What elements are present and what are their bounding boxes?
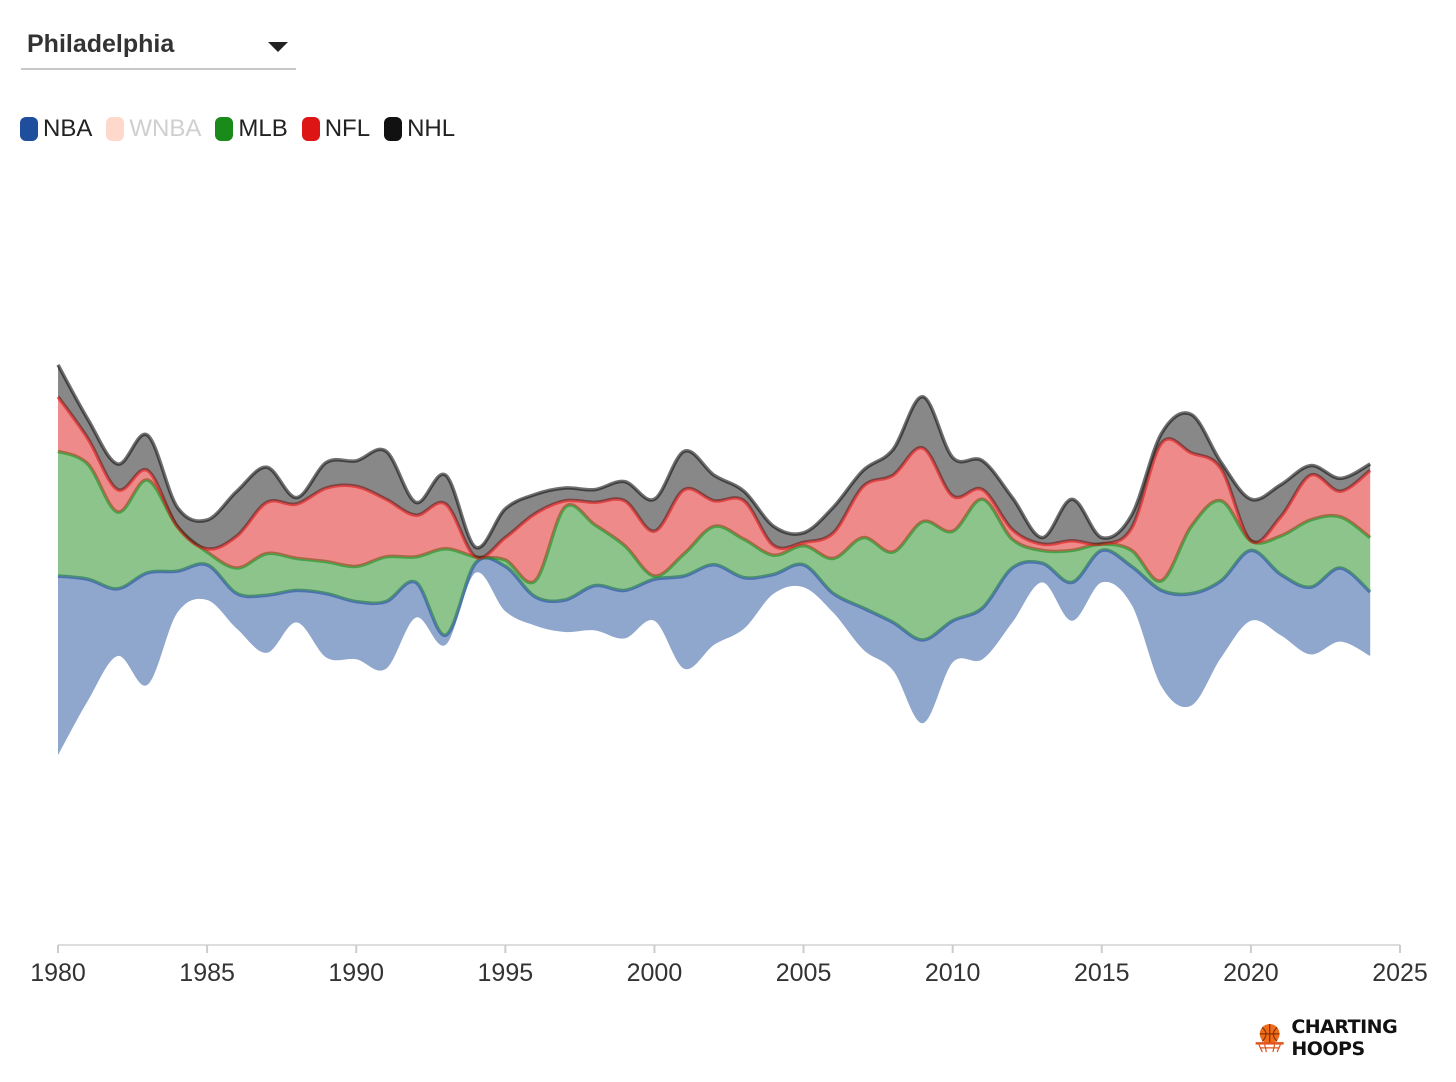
legend-item-mlb[interactable]: MLB — [215, 115, 288, 143]
chevron-down-icon[interactable] — [268, 42, 288, 52]
legend-item-nfl[interactable]: NFL — [301, 115, 371, 143]
brand-text: CHARTING HOOPS — [1291, 1016, 1398, 1060]
legend-item-wnba[interactable]: WNBA — [106, 115, 201, 143]
x-tick-label: 2005 — [776, 959, 832, 987]
legend-item-nba[interactable]: NBA — [20, 115, 92, 143]
legend-label-nba: NBA — [43, 115, 93, 142]
x-tick-label: 1995 — [478, 959, 534, 987]
legend-label-wnba: WNBA — [129, 115, 202, 142]
legend-item-nhl[interactable]: NHL — [384, 115, 455, 143]
x-tick-label: 2000 — [627, 959, 683, 987]
charting-hoops-logo: CHARTING HOOPS — [1254, 1016, 1444, 1060]
streamgraph-chart: 1980 1985 1990 1995 2000 2005 2010 2015 2020 2025 — [30, 363, 1428, 987]
city-select[interactable]: Philadelphia — [21, 24, 296, 70]
stream-area-nba[interactable] — [58, 550, 1371, 756]
basketball-hoop-icon — [1255, 1023, 1284, 1053]
city-select-value: Philadelphia — [27, 30, 175, 58]
legend-swatch-nba — [20, 117, 38, 141]
x-tick-label: 2020 — [1223, 959, 1279, 987]
x-tick-label: 2025 — [1372, 959, 1428, 987]
x-tick-label: 1985 — [179, 959, 235, 987]
stream-layers — [56, 363, 1372, 756]
legend-label-nfl: NFL — [324, 115, 371, 142]
legend-swatch-nfl — [301, 117, 320, 141]
stream-edge-nhl — [56, 363, 1372, 550]
x-tick-label: 2010 — [925, 959, 981, 987]
legend-label-nhl: NHL — [407, 115, 456, 142]
legend-swatch-wnba — [106, 117, 125, 141]
legend-label-mlb: MLB — [238, 115, 288, 142]
x-tick-label: 2015 — [1074, 959, 1130, 987]
x-tick-label: 1980 — [30, 959, 86, 987]
x-axis: 1980 1985 1990 1995 2000 2005 2010 2015 2020 2025 — [30, 945, 1428, 987]
stream-area-mlb[interactable] — [58, 451, 1371, 641]
legend: NBA WNBA MLB NFL NHL — [20, 112, 469, 146]
stream-area-nhl[interactable] — [58, 364, 1371, 558]
legend-swatch-mlb — [215, 117, 234, 141]
legend-swatch-nhl — [384, 117, 403, 141]
stream-area-nfl[interactable] — [58, 396, 1371, 583]
x-tick-label: 1990 — [328, 959, 384, 987]
